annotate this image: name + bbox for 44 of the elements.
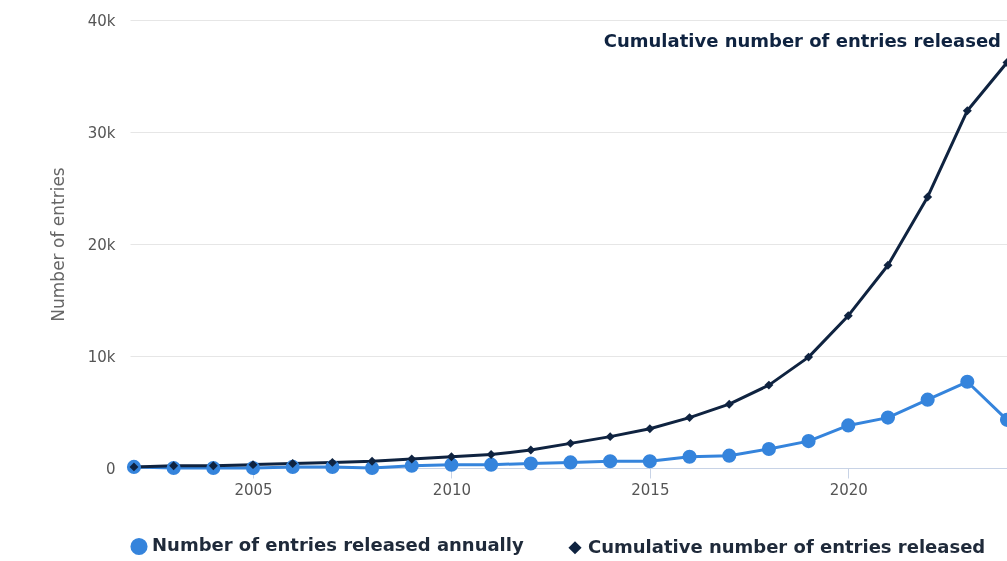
point [248,460,258,470]
point [526,445,536,455]
point [605,432,615,442]
x-tick-label: 2020 [829,480,868,499]
point [645,424,655,434]
point [880,410,896,425]
x-tick-label: 2010 [432,480,472,499]
point [446,452,456,462]
y-tick-label: 40k [87,11,116,30]
point [682,449,697,464]
point [523,456,538,471]
x-tick-label: 2015 [631,480,670,499]
point [486,450,496,460]
point [920,392,935,407]
y-tick-label: 0 [105,459,116,478]
point [883,260,893,270]
x-tick-label: 2005 [234,480,273,499]
point [603,454,618,469]
y-tick-label: 20k [87,235,116,254]
point [566,438,575,448]
point [804,352,814,362]
annotation: Cumulative number of entries released [603,29,1001,51]
point [923,192,933,202]
point [563,455,578,470]
point [764,380,774,390]
point [724,399,734,409]
point [962,106,972,116]
point [801,434,816,449]
point [444,457,459,472]
point [960,374,975,389]
y-axis-title: Number of entries [47,167,68,322]
point [407,454,417,464]
point [367,456,377,466]
point [841,418,856,433]
y-tick-label: 30k [87,123,116,142]
legend-label: Number of entries released annually [152,534,524,556]
point [642,454,657,469]
legend-label: Cumulative number of entries released [588,535,986,557]
point [722,448,737,463]
point [484,457,499,472]
point [843,311,853,321]
point [761,441,776,457]
y-tick-label: 10k [87,347,116,366]
point [685,413,695,423]
